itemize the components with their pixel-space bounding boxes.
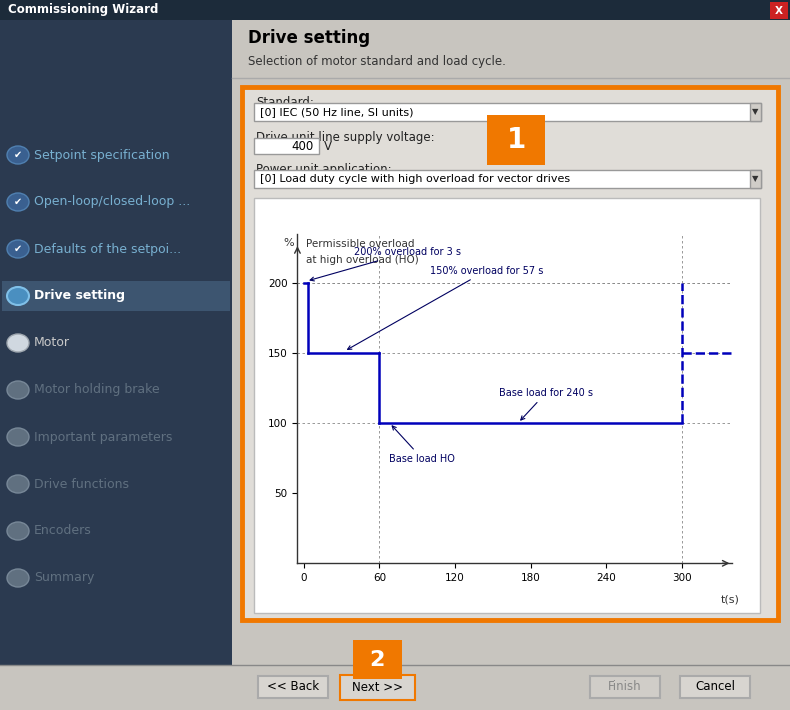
- Text: ✔: ✔: [14, 197, 22, 207]
- Text: V: V: [324, 139, 332, 153]
- FancyBboxPatch shape: [254, 198, 760, 613]
- FancyBboxPatch shape: [254, 170, 761, 188]
- Text: Base load for 240 s: Base load for 240 s: [499, 388, 593, 420]
- Text: 2: 2: [369, 650, 385, 670]
- FancyBboxPatch shape: [242, 87, 778, 620]
- FancyBboxPatch shape: [254, 103, 761, 121]
- Ellipse shape: [7, 381, 29, 399]
- Text: Next >>: Next >>: [352, 681, 403, 694]
- FancyBboxPatch shape: [590, 676, 660, 698]
- FancyBboxPatch shape: [258, 676, 328, 698]
- Text: Open-loop/closed-loop ...: Open-loop/closed-loop ...: [34, 195, 190, 209]
- Ellipse shape: [7, 428, 29, 446]
- FancyBboxPatch shape: [254, 138, 319, 154]
- Text: Drive functions: Drive functions: [34, 478, 129, 491]
- Text: << Back: << Back: [267, 680, 319, 694]
- Text: 400: 400: [292, 139, 314, 153]
- Text: ✔: ✔: [14, 244, 22, 254]
- Text: Encoders: Encoders: [34, 525, 92, 537]
- FancyBboxPatch shape: [232, 20, 790, 90]
- Text: Base load HO: Base load HO: [389, 426, 455, 464]
- Text: Selection of motor standard and load cycle.: Selection of motor standard and load cyc…: [248, 55, 506, 68]
- Text: Motor holding brake: Motor holding brake: [34, 383, 160, 396]
- Text: 1: 1: [506, 126, 525, 154]
- FancyBboxPatch shape: [750, 103, 761, 121]
- FancyBboxPatch shape: [340, 675, 415, 700]
- FancyBboxPatch shape: [0, 0, 790, 20]
- FancyBboxPatch shape: [0, 665, 790, 710]
- Text: Drive unit line supply voltage:: Drive unit line supply voltage:: [256, 131, 434, 145]
- Text: Finish: Finish: [608, 680, 641, 694]
- FancyBboxPatch shape: [0, 20, 790, 665]
- FancyBboxPatch shape: [750, 170, 761, 188]
- Text: ✔: ✔: [14, 150, 22, 160]
- Text: Setpoint specification: Setpoint specification: [34, 148, 170, 161]
- Text: 150% overload for 57 s: 150% overload for 57 s: [348, 266, 544, 349]
- FancyBboxPatch shape: [353, 640, 402, 679]
- Text: Drive setting: Drive setting: [34, 290, 125, 302]
- Text: Drive setting: Drive setting: [248, 29, 371, 47]
- Ellipse shape: [7, 334, 29, 352]
- Text: Commissioning Wizard: Commissioning Wizard: [8, 4, 158, 16]
- Ellipse shape: [7, 193, 29, 211]
- Text: Summary: Summary: [34, 572, 94, 584]
- Ellipse shape: [7, 475, 29, 493]
- FancyBboxPatch shape: [680, 676, 750, 698]
- Ellipse shape: [7, 522, 29, 540]
- Ellipse shape: [7, 240, 29, 258]
- Text: 200% overload for 3 s: 200% overload for 3 s: [310, 247, 461, 281]
- Ellipse shape: [7, 569, 29, 587]
- Text: t(s): t(s): [720, 594, 739, 604]
- Text: %: %: [284, 239, 294, 248]
- Text: Cancel: Cancel: [695, 680, 735, 694]
- Text: ▼: ▼: [752, 107, 758, 116]
- FancyBboxPatch shape: [487, 115, 545, 165]
- Text: Important parameters: Important parameters: [34, 430, 172, 444]
- FancyBboxPatch shape: [770, 2, 788, 19]
- Text: Permissible overload: Permissible overload: [307, 239, 415, 249]
- Text: ▼: ▼: [752, 175, 758, 183]
- Ellipse shape: [7, 287, 29, 305]
- Text: Standard:: Standard:: [256, 96, 314, 109]
- Text: Defaults of the setpoi...: Defaults of the setpoi...: [34, 243, 181, 256]
- Text: Power unit application:: Power unit application:: [256, 163, 392, 177]
- Text: [0] IEC (50 Hz line, SI units): [0] IEC (50 Hz line, SI units): [260, 107, 413, 117]
- Text: [0] Load duty cycle with high overload for vector drives: [0] Load duty cycle with high overload f…: [260, 174, 570, 184]
- Text: Motor: Motor: [34, 337, 70, 349]
- Ellipse shape: [7, 146, 29, 164]
- Text: X: X: [775, 6, 783, 16]
- FancyBboxPatch shape: [2, 281, 230, 311]
- Text: at high overload (HO): at high overload (HO): [307, 255, 419, 265]
- FancyBboxPatch shape: [0, 20, 232, 665]
